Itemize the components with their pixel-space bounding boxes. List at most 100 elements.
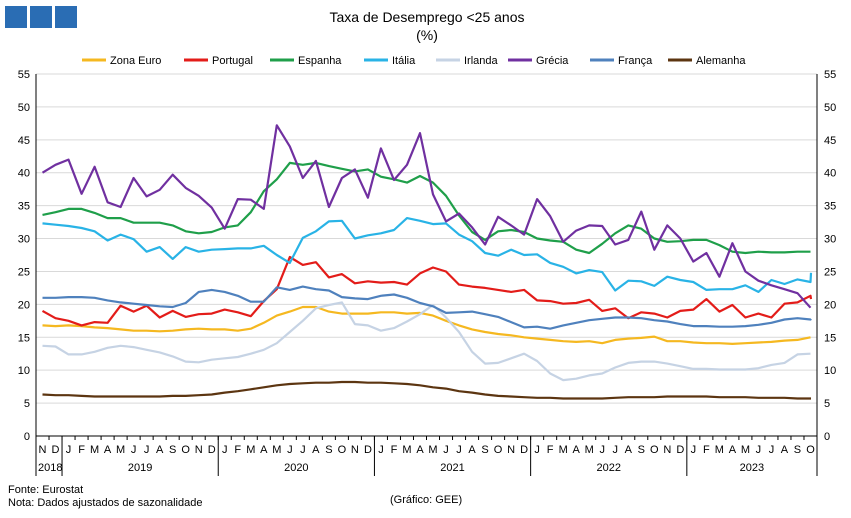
series-line-irlanda — [42, 301, 811, 382]
x-month-label-4: M — [90, 444, 99, 456]
x-month-label-30: M — [428, 444, 437, 456]
x-month-label-50: J — [691, 444, 697, 456]
x-month-label-38: J — [534, 444, 540, 456]
y-tick-right-20: 20 — [824, 299, 836, 311]
logo-square-1 — [5, 6, 27, 28]
y-tick-right-45: 45 — [824, 135, 836, 147]
x-month-label-33: A — [468, 444, 476, 456]
gridlines — [36, 73, 817, 437]
x-month-label-21: A — [312, 444, 320, 456]
y-axis-right: 0 5 10 15 20 25 30 35 40 45 50 55 — [816, 69, 836, 443]
x-month-label-16: M — [246, 444, 255, 456]
logo-square-2 — [30, 6, 52, 28]
x-month-label-37: D — [520, 444, 528, 456]
x-month-label-29: A — [416, 444, 424, 456]
legend-label-0: Zona Euro — [110, 55, 161, 67]
x-month-label-1: D — [52, 444, 60, 456]
x-year-label-2019: 2019 — [128, 462, 152, 474]
series-line-portugal — [41, 255, 813, 327]
x-month-label-42: M — [585, 444, 594, 456]
y-tick-left-25: 25 — [18, 266, 30, 278]
x-month-label-31: J — [443, 444, 449, 456]
chart-subtitle: (%) — [416, 27, 438, 43]
series-line-zonaeuro — [42, 305, 811, 345]
x-month-label-5: A — [104, 444, 112, 456]
line-chart: Taxa de Desemprego <25 anos (%) Zona Eur… — [18, 9, 836, 476]
y-tick-right-35: 35 — [824, 201, 836, 213]
x-year-label-2018: 2018 — [38, 462, 62, 474]
y-axis-left: 0 5 10 15 20 25 30 35 40 45 50 55 — [18, 69, 37, 443]
chart-credit: (Gráfico: GEE) — [390, 494, 463, 506]
x-month-label-14: J — [222, 444, 228, 456]
x-month-label-22: S — [325, 444, 332, 456]
y-tick-right-10: 10 — [824, 365, 836, 377]
x-month-label-49: D — [676, 444, 684, 456]
chart-title: Taxa de Desemprego <25 anos — [330, 9, 525, 25]
x-month-label-48: N — [663, 444, 671, 456]
legend-label-5: Grécia — [536, 55, 569, 67]
x-month-label-35: O — [494, 444, 503, 456]
x-month-label-2: J — [66, 444, 72, 456]
y-tick-left-5: 5 — [24, 398, 30, 410]
y-tick-right-25: 25 — [824, 266, 836, 278]
x-month-label-23: O — [338, 444, 347, 456]
x-month-label-28: M — [402, 444, 411, 456]
legend-label-2: Espanha — [298, 55, 342, 67]
x-month-label-57: A — [781, 444, 789, 456]
x-month-label-18: M — [272, 444, 281, 456]
legend-item-7: Alemanha — [668, 55, 746, 67]
y-tick-right-40: 40 — [824, 168, 836, 180]
y-tick-left-20: 20 — [18, 299, 30, 311]
y-tick-left-55: 55 — [18, 69, 30, 81]
x-year-label-2020: 2020 — [284, 462, 308, 474]
y-tick-right-0: 0 — [824, 431, 830, 443]
logo-square-3 — [55, 6, 77, 28]
x-month-label-44: J — [612, 444, 618, 456]
x-month-label-34: S — [481, 444, 488, 456]
x-month-label-3: F — [78, 444, 85, 456]
legend-item-5: Grécia — [508, 55, 569, 67]
legend-item-0: Zona Euro — [82, 55, 161, 67]
x-month-label-15: F — [234, 444, 241, 456]
series-line-frana — [42, 285, 812, 330]
x-month-label-41: A — [573, 444, 581, 456]
legend-item-6: França — [590, 55, 653, 67]
x-month-label-13: D — [208, 444, 216, 456]
series-line-alemanha — [42, 380, 812, 400]
x-month-label-7: J — [131, 444, 137, 456]
series-line-espanha — [42, 161, 811, 255]
x-month-label-40: M — [559, 444, 568, 456]
x-month-label-10: S — [169, 444, 176, 456]
x-month-label-20: J — [300, 444, 306, 456]
y-tick-left-50: 50 — [18, 102, 30, 114]
y-tick-right-55: 55 — [824, 69, 836, 81]
x-month-label-12: N — [195, 444, 203, 456]
x-month-label-51: F — [703, 444, 710, 456]
legend-item-2: Espanha — [270, 55, 342, 67]
x-month-label-59: O — [806, 444, 815, 456]
x-month-label-27: F — [391, 444, 398, 456]
y-tick-right-50: 50 — [824, 102, 836, 114]
x-month-label-39: F — [547, 444, 554, 456]
x-month-label-9: A — [156, 444, 164, 456]
x-month-label-26: J — [378, 444, 384, 456]
legend-label-6: França — [618, 55, 653, 67]
legend-item-4: Irlanda — [436, 55, 499, 67]
legend-label-4: Irlanda — [464, 55, 499, 67]
y-tick-left-40: 40 — [18, 168, 30, 180]
legend-label-7: Alemanha — [696, 55, 746, 67]
x-month-label-19: J — [287, 444, 293, 456]
x-month-label-45: A — [625, 444, 633, 456]
source-note: Fonte: Eurostat — [8, 484, 84, 496]
legend: Zona Euro Portugal Espanha Itália Irlanda Gré… — [82, 55, 746, 67]
x-month-label-55: J — [756, 444, 762, 456]
x-month-label-46: S — [638, 444, 645, 456]
series-lines — [41, 124, 813, 400]
y-tick-left-10: 10 — [18, 365, 30, 377]
x-year-label-2021: 2021 — [440, 462, 464, 474]
x-month-label-52: M — [715, 444, 724, 456]
x-month-label-58: S — [794, 444, 801, 456]
x-month-label-8: J — [144, 444, 150, 456]
